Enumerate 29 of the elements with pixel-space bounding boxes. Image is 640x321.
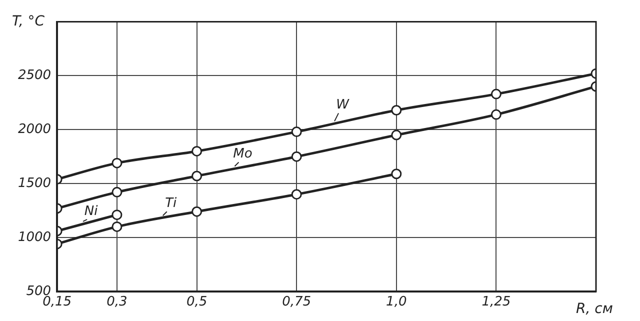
y-tick-label: 2000 (18, 122, 52, 138)
y-axis-title: T, °C (12, 14, 45, 30)
point (192, 206, 202, 217)
x-tick-label: 0,75 (282, 294, 312, 310)
point (391, 104, 402, 116)
y-tick-label: 2500 (18, 68, 52, 84)
x-axis-title: R, см (576, 300, 613, 318)
point (112, 158, 122, 168)
point (490, 109, 502, 120)
point (490, 88, 502, 100)
series-label: Ti (165, 196, 178, 212)
x-tick-label: 0,5 (186, 294, 208, 310)
point (391, 130, 402, 140)
y-tick-label: 1500 (18, 176, 52, 191)
point (192, 146, 202, 156)
x-tick-label: 1,0 (386, 294, 407, 310)
point (291, 126, 302, 138)
point (291, 189, 302, 200)
point (291, 151, 302, 162)
point (112, 186, 122, 198)
point (192, 170, 202, 182)
point (391, 168, 402, 180)
series-label: Ni (84, 204, 98, 219)
point (112, 221, 122, 232)
series-label: W (336, 98, 350, 113)
y-tick-label: 1000 (18, 230, 52, 245)
x-tick-label: 0,3 (106, 294, 128, 310)
x-tick-label: 1,25 (482, 294, 511, 310)
series-label: Mo (233, 146, 252, 162)
